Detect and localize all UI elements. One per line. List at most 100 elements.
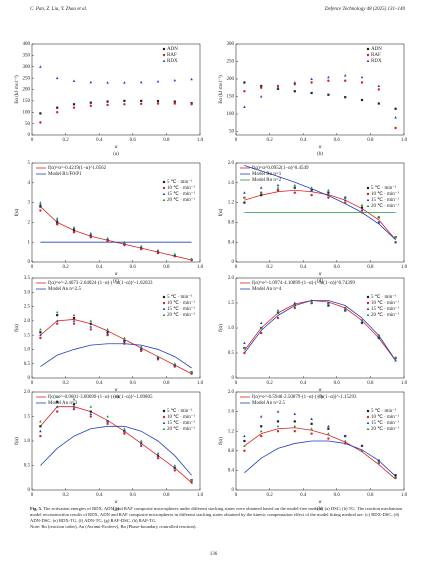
data-point xyxy=(139,439,143,442)
data-point xyxy=(89,319,93,322)
x-tick-label: 0.6 xyxy=(334,138,341,143)
data-point xyxy=(343,439,347,442)
page-number: 136 xyxy=(209,552,218,557)
data-point xyxy=(55,310,59,314)
y-tick-label: 0 xyxy=(232,488,235,493)
legend-marker xyxy=(366,421,370,424)
legend-marker xyxy=(366,301,370,305)
x-tick-label: 0.4 xyxy=(300,265,307,270)
data-point xyxy=(344,442,347,445)
data-point xyxy=(276,316,280,320)
data-point xyxy=(55,217,59,220)
data-point xyxy=(56,223,59,226)
y-tick-label: 400 xyxy=(23,42,31,47)
data-point xyxy=(39,201,42,204)
y-tick-label: 0 xyxy=(28,376,31,381)
legend-label: 15 ℃ · min⁻¹ xyxy=(167,191,195,197)
y-axis-label: Eα (kJ·mol⁻¹) xyxy=(218,75,224,104)
legend-label: 20 ℃ · min⁻¹ xyxy=(371,312,399,318)
data-point xyxy=(39,333,42,337)
data-point xyxy=(377,336,381,339)
y-tick-label: 5 xyxy=(28,161,31,166)
y-tick-label: 1.0 xyxy=(24,348,31,353)
data-point xyxy=(293,90,296,93)
data-point xyxy=(140,247,143,251)
data-point xyxy=(55,319,59,322)
caption-text: The activation energies of RDX, ADN, and… xyxy=(30,506,403,523)
x-tick-label: 0.2 xyxy=(266,381,273,386)
data-point xyxy=(190,478,193,482)
y-tick-label: 0.5 xyxy=(24,464,31,469)
data-point xyxy=(190,481,193,484)
data-point xyxy=(56,400,59,403)
data-point xyxy=(377,102,380,105)
data-point xyxy=(72,231,76,234)
y-tick-label: 1.2 xyxy=(228,201,235,206)
data-point xyxy=(394,240,397,244)
data-point xyxy=(173,100,176,103)
legend-label: RDX xyxy=(167,59,178,64)
data-point xyxy=(123,81,126,84)
data-point xyxy=(123,336,126,339)
legend-marker xyxy=(366,409,370,413)
plot-frame xyxy=(235,391,405,491)
data-point xyxy=(89,410,92,413)
x-tick-label: 0 xyxy=(235,138,238,143)
data-point xyxy=(360,98,364,102)
data-point xyxy=(344,79,347,82)
data-point xyxy=(173,466,177,469)
panel-label: (h) xyxy=(317,507,323,512)
caption-note: Note: Rn (reaction order), An (Avrami-Er… xyxy=(30,524,197,529)
data-point xyxy=(72,403,76,406)
data-point xyxy=(360,319,364,322)
y-tick-label: 2.5 xyxy=(24,305,31,310)
data-point xyxy=(327,302,330,305)
data-point xyxy=(377,216,381,219)
y-tick-label: 100 xyxy=(23,110,31,115)
fit-line xyxy=(40,406,192,483)
data-point xyxy=(360,208,364,212)
plot-frame xyxy=(235,162,405,263)
data-point xyxy=(377,334,381,337)
data-point xyxy=(39,205,42,208)
x-tick-label: 0 xyxy=(31,381,34,386)
data-point xyxy=(343,74,347,77)
y-tick-label: 0 xyxy=(232,376,235,381)
data-point xyxy=(123,340,126,344)
data-point xyxy=(260,425,263,428)
data-point xyxy=(310,188,313,192)
y-tick-label: 50 xyxy=(25,122,31,127)
header-authors: C. Pan, Z. Liu, Y. Zhao et al. xyxy=(30,7,88,12)
data-point xyxy=(72,106,76,109)
data-point xyxy=(56,410,59,413)
data-point xyxy=(259,191,263,194)
data-point xyxy=(89,328,93,331)
legend-marker xyxy=(162,59,166,62)
data-point xyxy=(156,454,160,457)
x-tick-label: 0.8 xyxy=(163,138,170,143)
data-point xyxy=(39,328,42,331)
y-tick-label: 2 xyxy=(28,221,31,226)
data-point xyxy=(89,405,93,408)
data-point xyxy=(243,439,246,443)
data-point xyxy=(259,429,263,433)
legend-label: f(α)=α^-0.4219(1−α)^1.0562 xyxy=(48,166,107,171)
y-axis-label: f(α) xyxy=(219,324,224,332)
data-point xyxy=(310,299,313,302)
legend-label: 5 ℃ · min⁻¹ xyxy=(167,408,193,414)
legend-label: 10 ℃ · min⁻¹ xyxy=(371,300,399,306)
data-point xyxy=(56,111,59,114)
y-tick-label: 0.8 xyxy=(228,221,235,226)
x-tick-label: 0.6 xyxy=(130,138,137,143)
y-tick-label: 1.6 xyxy=(228,410,235,415)
x-tick-label: 1.0 xyxy=(401,493,408,498)
data-point xyxy=(243,105,246,108)
data-point xyxy=(39,121,42,124)
data-point xyxy=(310,81,313,84)
fit-line xyxy=(244,300,396,361)
x-axis-label: α xyxy=(319,388,322,393)
data-point xyxy=(173,252,177,256)
x-tick-label: 0.8 xyxy=(367,381,374,386)
legend-marker xyxy=(366,427,370,430)
